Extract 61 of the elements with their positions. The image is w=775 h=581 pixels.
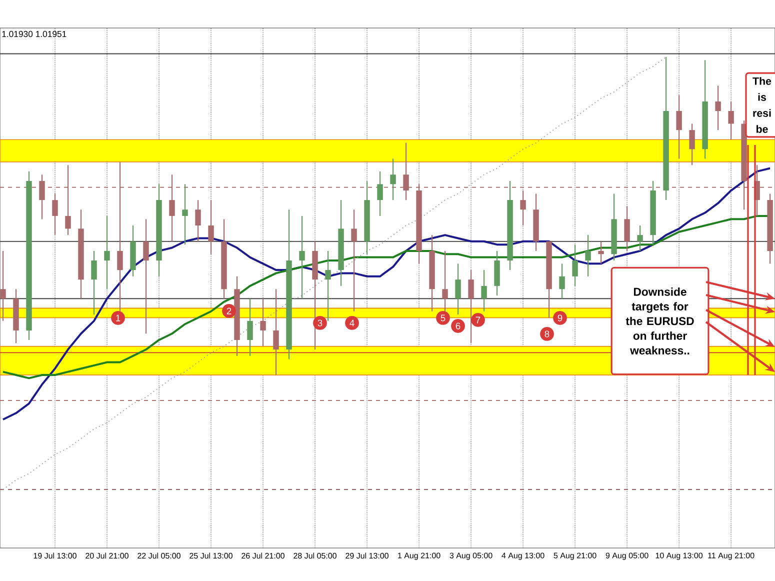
annotation: 3 — [318, 320, 322, 326]
x-tick-label: 19 Jul 13:00 — [34, 552, 76, 559]
annotation: 8 — [544, 330, 550, 338]
candlestick — [377, 170, 383, 216]
x-tick-label: 26 Jul 21:00 — [242, 552, 284, 559]
candlestick — [559, 263, 565, 300]
candlestick — [624, 206, 630, 252]
x-tick-label: 22 Jul 05:00 — [138, 552, 180, 559]
annotation: 4 — [350, 320, 354, 326]
candlestick — [598, 240, 604, 264]
x-tick-label: 25 Jul 13:00 — [190, 552, 232, 559]
candlestick — [715, 85, 721, 131]
candlestick — [195, 200, 201, 242]
candlestick — [520, 190, 526, 226]
annotation: is — [758, 93, 766, 101]
candlestick — [468, 269, 474, 344]
candlestick — [39, 174, 45, 220]
x-tick-label: 29 Jul 13:00 — [346, 552, 388, 559]
x-tick-label: 10 Aug 13:00 — [656, 552, 703, 560]
x-tick-label: 3 Aug 05:00 — [450, 552, 492, 560]
candlestick — [182, 184, 188, 246]
candlestick — [637, 224, 643, 252]
candlestick — [0, 250, 6, 322]
candlestick — [390, 158, 396, 201]
candlestick — [143, 218, 149, 334]
candlestick — [689, 123, 695, 166]
candlestick — [273, 288, 279, 376]
x-tick-label: 11 Aug 21:00 — [708, 552, 754, 560]
candlestick — [260, 298, 266, 347]
x-tick-label: 28 Jul 05:00 — [294, 552, 336, 559]
annotation: The — [752, 77, 772, 85]
candlestick — [351, 209, 357, 312]
annotation: Downside targets for the EURUSD on further weakness.. — [626, 287, 694, 354]
candlestick — [299, 215, 305, 300]
annotation: 6 — [456, 322, 460, 330]
candlestick — [91, 250, 97, 316]
x-tick-label: 5 Aug 21:00 — [554, 552, 596, 560]
text: 1.01930 1.01951 — [2, 30, 66, 38]
annotation: 2 — [226, 308, 232, 314]
annotation: 5 — [440, 314, 446, 322]
candlestick — [208, 200, 214, 255]
annotation: be — [756, 125, 768, 133]
candlestick — [455, 263, 461, 316]
annotation: 1 — [116, 314, 120, 322]
candlestick — [442, 250, 448, 312]
candlestick — [247, 298, 253, 356]
candlestick — [52, 193, 58, 236]
x-tick-label: 9 Aug 05:00 — [606, 552, 648, 560]
candlestick — [572, 244, 578, 286]
candlestick — [728, 100, 734, 140]
candlestick — [104, 215, 110, 290]
x-tick-label: 20 Jul 21:00 — [86, 552, 128, 559]
annotation: 9 — [558, 314, 562, 322]
candlestick — [325, 250, 331, 322]
x-tick-label: 1 Aug 21:00 — [398, 552, 440, 560]
candlestick — [585, 234, 591, 277]
candlestick — [481, 269, 487, 312]
annotation: resi — [753, 109, 771, 117]
x-tick-label: 4 Aug 13:00 — [502, 552, 544, 560]
annotation: 7 — [476, 316, 480, 324]
candlestick — [676, 94, 682, 160]
